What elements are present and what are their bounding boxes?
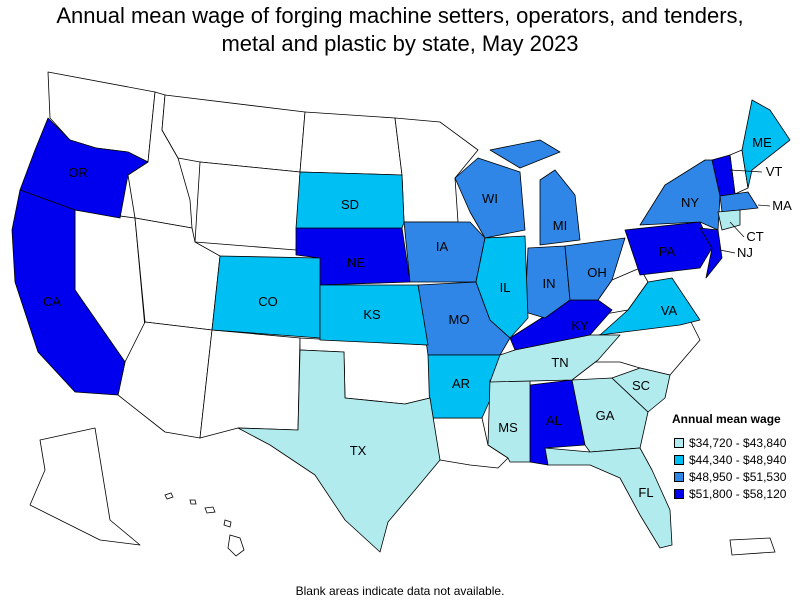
state-NY[interactable] [639,159,721,231]
label-KY: KY [571,318,589,333]
state-TN[interactable] [489,334,621,383]
legend-label: $51,800 - $58,120 [689,487,787,501]
label-CO: CO [258,294,278,309]
label-NY: NY [681,195,699,210]
label-NE: NE [347,255,365,270]
state-MA[interactable] [719,191,759,213]
legend-swatch [674,472,684,482]
label-CA: CA [43,294,61,309]
state-LA[interactable] [429,417,509,469]
legend-label: $34,720 - $43,840 [689,436,787,450]
footnote: Blank areas indicate data not available. [295,584,505,598]
state-FL[interactable] [544,447,673,549]
state-WY[interactable] [194,161,301,251]
leader-CT [729,221,745,238]
label-VA: VA [661,303,678,318]
state-ND[interactable] [299,111,403,176]
state-PA[interactable] [624,221,713,276]
label-OH: OH [587,265,607,280]
label-ME: ME [752,135,772,150]
legend-title: Annual mean wage [672,412,781,426]
label-SD: SD [341,197,359,212]
state-IL[interactable] [475,235,529,339]
leader-MA [757,204,771,207]
title-line-2: metal and plastic by state, May 2023 [221,31,579,56]
state-TX[interactable] [237,349,441,553]
label-NJ: NJ [737,245,753,260]
legend-item: $44,340 - $48,940 [672,452,786,468]
label-IA: IA [436,239,449,254]
state-AK[interactable] [29,427,141,546]
legend-item: $48,950 - $51,530 [672,469,786,485]
label-PA: PA [659,244,676,259]
state-CA[interactable] [11,189,126,396]
state-SC[interactable] [611,367,671,413]
leader-NJ [719,249,736,254]
label-OR: OR [68,165,88,180]
state-CT[interactable] [717,209,741,231]
state-MI[interactable] [489,139,581,246]
label-IN: IN [543,276,556,291]
label-TN: TN [551,355,568,370]
state-OR[interactable] [19,117,149,219]
leader-VT [729,169,763,173]
label-FL: FL [638,485,653,500]
label-SC: SC [632,378,650,393]
legend-label: $48,950 - $51,530 [689,470,787,484]
legend-label: $44,340 - $48,940 [689,453,787,467]
label-MS: MS [498,420,518,435]
label-GA: GA [596,408,615,423]
state-KS[interactable] [319,284,429,346]
state-VA[interactable] [599,277,701,336]
state-WI[interactable] [454,157,526,239]
legend-item: $51,800 - $58,120 [672,486,786,502]
label-AR: AR [452,376,470,391]
legend-swatch [674,438,684,448]
label-IL: IL [500,280,511,295]
label-TX: TX [350,443,367,458]
state-MT[interactable] [161,94,306,173]
territory-PR[interactable] [729,537,776,556]
title-line-1: Annual mean wage of forging machine sett… [56,3,744,28]
state-HI[interactable] [164,492,245,557]
label-MI: MI [553,218,567,233]
state-NM[interactable] [199,329,301,439]
map-title: Annual mean wage of forging machine sett… [0,2,800,58]
legend-item: $34,720 - $43,840 [672,435,786,451]
state-NJ[interactable] [699,227,723,279]
label-CT: CT [746,229,763,244]
state-OH[interactable] [564,237,626,301]
legend-swatch [674,455,684,465]
label-WI: WI [482,191,498,206]
state-SD[interactable] [295,171,405,229]
legend-swatch [674,489,684,499]
label-KS: KS [363,307,381,322]
label-AL: AL [546,413,562,428]
state-ME[interactable] [741,99,791,189]
label-VT: VT [766,164,783,179]
label-MO: MO [449,312,470,327]
legend: Annual mean wage $34,720 - $43,840 $44,3… [672,412,786,503]
label-MA: MA [772,198,792,213]
